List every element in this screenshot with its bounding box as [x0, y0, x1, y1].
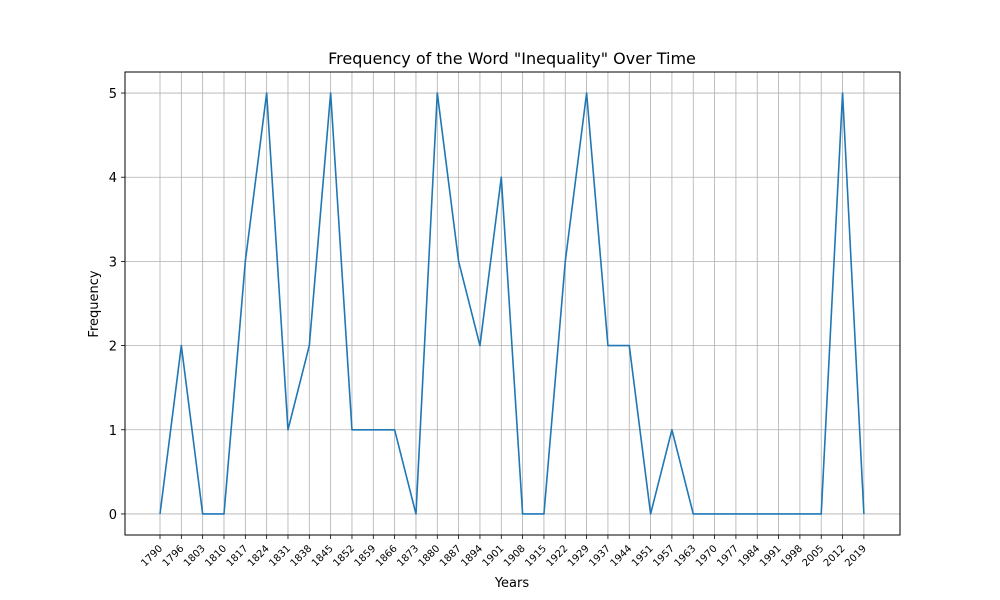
x-tick-label: 1908: [502, 543, 528, 569]
x-tick-label: 1859: [353, 543, 379, 569]
y-tick-label: 0: [109, 508, 117, 523]
x-tick-label: 1929: [566, 543, 592, 569]
x-tick-label: 1963: [673, 543, 699, 569]
y-axis-label: Frequency: [87, 270, 102, 337]
x-tick-label: 1970: [694, 543, 720, 569]
x-tick-label: 1922: [545, 543, 571, 569]
y-axis: 0 1 2 3 4 5: [109, 87, 125, 523]
y-tick-label: 1: [109, 424, 117, 439]
x-tick-label: 1977: [715, 543, 741, 569]
y-tick-label: 2: [109, 340, 117, 355]
x-tick-label: 1831: [267, 543, 293, 569]
x-tick-label: 1866: [374, 543, 400, 569]
x-tick-label: 1901: [481, 543, 507, 569]
x-axis: 1790179618031810181718241831183818451852…: [139, 535, 869, 569]
x-tick-label: 1845: [310, 543, 336, 569]
x-tick-label: 1998: [779, 543, 805, 569]
x-tick-label: 1838: [289, 543, 315, 569]
x-tick-label: 1887: [438, 543, 464, 569]
x-tick-label: 1852: [331, 543, 357, 569]
grid: [125, 72, 900, 535]
x-tick-label: 1817: [225, 543, 251, 569]
x-tick-label: 1937: [587, 543, 613, 569]
x-tick-label: 2019: [843, 543, 869, 569]
x-tick-label: 1880: [417, 543, 443, 569]
x-tick-label: 1915: [523, 543, 549, 569]
x-tick-label: 1810: [203, 543, 229, 569]
x-tick-label: 2005: [801, 543, 827, 569]
x-tick-label: 1894: [459, 543, 485, 569]
x-tick-label: 1803: [182, 543, 208, 569]
y-tick-label: 3: [109, 255, 117, 270]
x-tick-label: 1796: [161, 543, 187, 569]
x-tick-label: 1824: [246, 543, 272, 569]
x-tick-label: 1873: [395, 543, 421, 569]
x-tick-label: 1790: [139, 543, 165, 569]
x-tick-label: 1944: [609, 543, 635, 569]
y-tick-label: 5: [109, 87, 117, 102]
chart-title: Frequency of the Word "Inequality" Over …: [328, 49, 696, 68]
x-tick-label: 1991: [758, 543, 784, 569]
y-tick-label: 4: [109, 171, 117, 186]
x-tick-label: 2012: [822, 543, 848, 569]
x-axis-label: Years: [494, 576, 530, 591]
series-line: [159, 92, 865, 515]
x-tick-label: 1984: [737, 543, 763, 569]
plot-area: [124, 71, 901, 536]
x-tick-label: 1951: [630, 543, 656, 569]
x-tick-label: 1957: [651, 543, 677, 569]
